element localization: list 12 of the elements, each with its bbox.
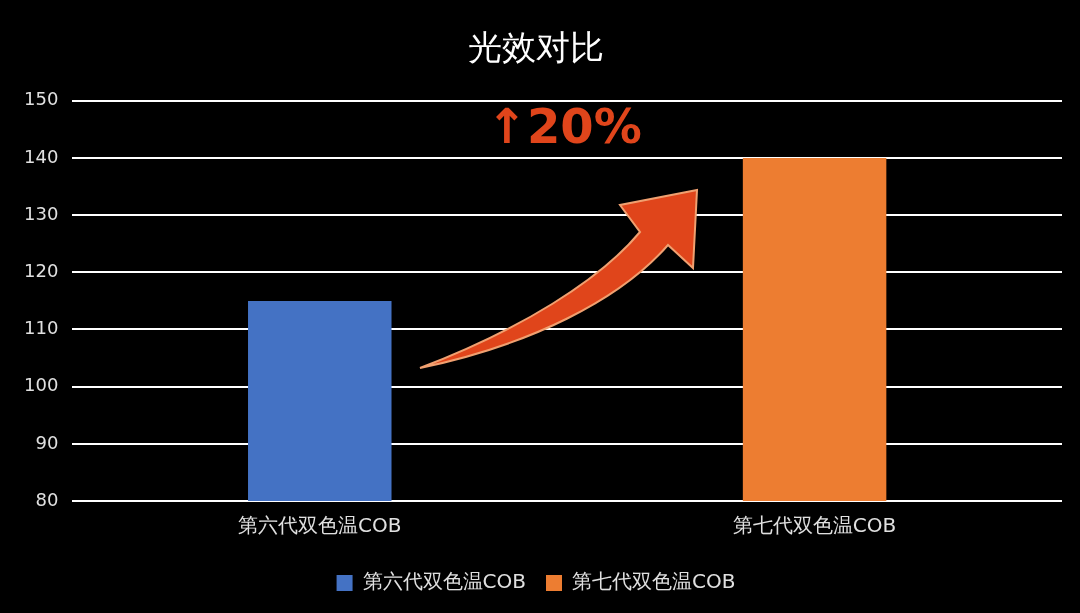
y-tick-label: 130 [24,202,59,224]
y-tick-label: 120 [24,259,59,281]
y-tick-label: 90 [35,431,59,453]
y-tick-label: 150 [24,88,59,110]
y-tick-label: 80 [35,488,59,510]
legend-label: 第六代双色温COB [362,569,527,594]
annotation: ↑20% [486,98,642,155]
y-tick-label: 140 [24,145,59,167]
y-tick-label: 100 [24,374,59,396]
chart-title: 光效对比 [468,27,604,68]
y-tick-label: 110 [24,317,59,339]
legend-label: 第七代双色温COB [572,569,736,594]
